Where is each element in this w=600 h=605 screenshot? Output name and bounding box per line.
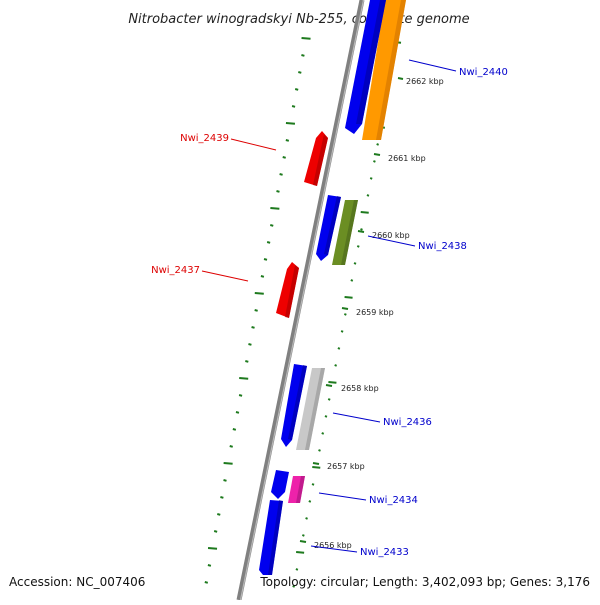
map-title: Nitrobacter winogradskyi Nb-255, complet… bbox=[128, 12, 469, 27]
ring-tick bbox=[270, 207, 280, 210]
ring-tick bbox=[239, 377, 249, 380]
ring-tick bbox=[334, 364, 338, 367]
ring-tick bbox=[223, 479, 227, 482]
gene-label-forward[interactable]: Nwi_2438 bbox=[418, 241, 467, 252]
cds-arrows bbox=[259, 0, 386, 575]
gene-label-forward[interactable]: Nwi_2433 bbox=[360, 547, 409, 558]
ring-tick bbox=[305, 517, 308, 520]
genome-summary-text: Topology: circular; Length: 3,402,093 bp… bbox=[259, 575, 590, 589]
ring-tick bbox=[285, 122, 296, 125]
ring-tick bbox=[292, 585, 296, 588]
ring-tick bbox=[328, 381, 337, 384]
ring-tick bbox=[245, 360, 249, 363]
ring-tick bbox=[238, 394, 243, 397]
ring-tick bbox=[340, 330, 344, 333]
tick-label: 2657 kbp bbox=[327, 462, 365, 471]
ring-tick bbox=[360, 228, 363, 231]
ring-tick bbox=[376, 143, 380, 146]
kbp-ticks: 2662 kbp 2661 kbp 2660 kbp 2659 kbp 2658… bbox=[299, 77, 444, 550]
ring-tick bbox=[373, 160, 376, 163]
ring-tick bbox=[229, 445, 233, 448]
gene-labels: Nwi_2440 Nwi_2439 Nwi_2438 Nwi_2437 Nwi_… bbox=[151, 59, 508, 558]
ring-tick bbox=[260, 275, 265, 278]
ring-tick bbox=[337, 347, 341, 350]
ring-tick bbox=[369, 177, 373, 180]
ring-tick bbox=[294, 88, 299, 91]
ring-tick bbox=[353, 262, 357, 265]
ring-tick bbox=[217, 513, 221, 516]
ring-tick bbox=[301, 37, 311, 40]
tick-label: 2662 kbp bbox=[406, 77, 444, 86]
ring-tick bbox=[318, 449, 321, 452]
cds-forward-arrow[interactable] bbox=[271, 470, 289, 499]
ring-tick bbox=[204, 581, 209, 584]
ring-tick bbox=[343, 313, 347, 316]
ring-tick bbox=[248, 343, 252, 346]
ring-tick bbox=[282, 156, 286, 159]
ring-tick bbox=[301, 534, 305, 537]
ring-tick bbox=[360, 211, 369, 214]
gene-label-forward[interactable]: Nwi_2434 bbox=[369, 495, 418, 506]
ring-tick bbox=[312, 466, 321, 469]
ring-tick bbox=[298, 71, 302, 74]
ring-tick bbox=[232, 428, 237, 431]
ring-tick bbox=[311, 483, 315, 486]
feature-blocks bbox=[288, 0, 406, 503]
tick-label: 2660 kbp bbox=[372, 231, 410, 240]
ring-tick bbox=[295, 568, 299, 571]
ring-tick bbox=[366, 194, 370, 197]
ring-tick bbox=[344, 296, 353, 299]
ring-tick bbox=[291, 105, 296, 108]
ring-tick bbox=[266, 241, 271, 244]
tick-label: 2659 kbp bbox=[356, 308, 394, 317]
ring-tick bbox=[356, 245, 360, 248]
ring-tick bbox=[251, 326, 255, 329]
ring-tick bbox=[207, 547, 218, 550]
ring-tick bbox=[235, 411, 240, 414]
gene-label-reverse[interactable]: Nwi_2439 bbox=[180, 133, 229, 144]
tick-mark bbox=[341, 307, 349, 310]
gene-label-reverse[interactable]: Nwi_2437 bbox=[151, 265, 200, 276]
ring-tick bbox=[276, 190, 280, 193]
ring-tick bbox=[279, 173, 283, 176]
ring-tick bbox=[223, 462, 233, 465]
tick-mark bbox=[373, 153, 381, 156]
tick-label: 2661 kbp bbox=[388, 154, 426, 163]
ring-tick bbox=[327, 398, 331, 401]
gene-label-forward[interactable]: Nwi_2436 bbox=[383, 417, 432, 428]
tick-mark bbox=[325, 384, 333, 387]
gene-label-forward[interactable]: Nwi_2440 bbox=[459, 67, 508, 78]
tick-mark bbox=[299, 540, 307, 543]
accession-text: Accession: NC_007406 bbox=[9, 575, 145, 589]
ring-tick bbox=[263, 258, 268, 261]
ring-tick bbox=[213, 530, 218, 533]
tick-mark bbox=[357, 230, 365, 233]
ring-tick bbox=[220, 496, 224, 499]
genome-backbone bbox=[236, 0, 365, 601]
ring-tick bbox=[301, 54, 305, 57]
ring-tick bbox=[254, 309, 258, 312]
ring-tick bbox=[207, 564, 212, 567]
ring-tick bbox=[308, 500, 312, 503]
ring-tick bbox=[350, 279, 354, 282]
ring-tick bbox=[285, 139, 290, 142]
ring-tick bbox=[324, 415, 328, 418]
ring-tick bbox=[296, 551, 305, 554]
ring-tick bbox=[254, 292, 264, 295]
ring-tick bbox=[269, 224, 274, 227]
tick-mark bbox=[397, 77, 404, 80]
tick-mark bbox=[312, 462, 320, 465]
tick-label: 2658 kbp bbox=[341, 384, 379, 393]
tick-label: 2656 kbp bbox=[314, 541, 352, 550]
ring-tick bbox=[321, 432, 325, 435]
